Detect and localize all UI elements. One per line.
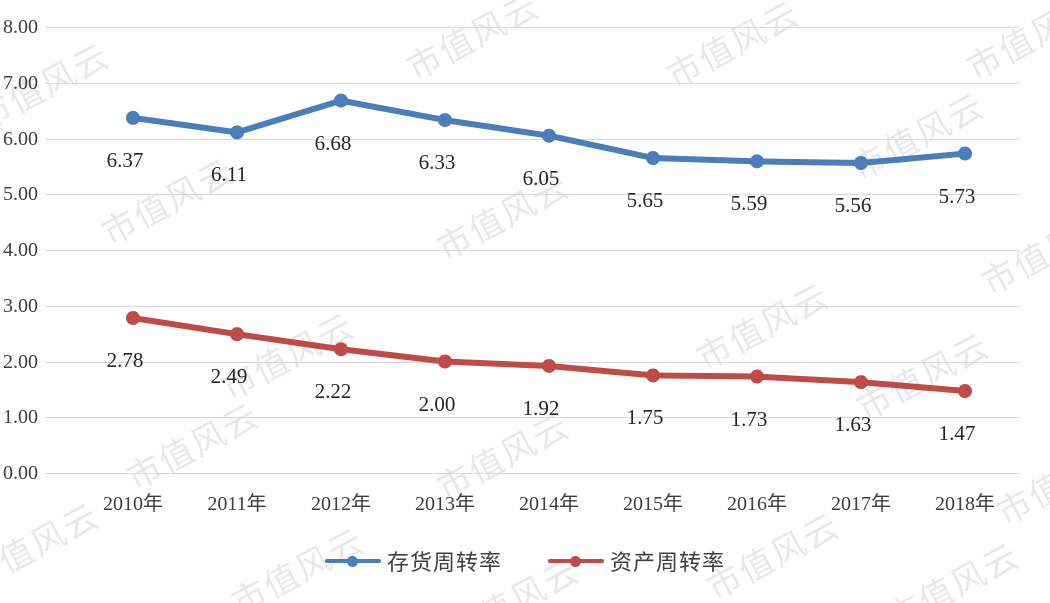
x-axis-tick-label: 2016年 [727, 493, 787, 515]
gridline [45, 417, 1020, 419]
y-axis-tick-label: 3.00 [3, 294, 38, 317]
x-axis-tick-label: 2011年 [207, 493, 267, 515]
data-point-label: 1.75 [626, 405, 664, 430]
data-point-label: 6.68 [314, 130, 352, 155]
x-axis-tick-label: 2010年 [103, 493, 163, 515]
data-point-label: 2.22 [314, 379, 352, 404]
data-point-label: 2.00 [418, 391, 456, 416]
x-axis-tick-label: 2015年 [623, 493, 683, 515]
gridline [45, 305, 1020, 307]
legend-label: 资产周转率 [610, 550, 726, 575]
x-axis-tick-label: 2017年 [831, 493, 891, 515]
data-point-label: 1.73 [730, 406, 768, 431]
gridline [45, 27, 1020, 28]
y-axis-tick-label: 4.00 [3, 239, 38, 261]
x-axis-tick-label: 2018年 [935, 493, 995, 515]
y-axis-tick-label: 5.00 [3, 183, 38, 206]
legend-item-2[interactable]: 资产周转率 [548, 545, 725, 577]
legend-item-1[interactable]: 存货周转率 [324, 545, 502, 577]
data-point-label: 6.33 [418, 150, 456, 175]
data-point-label: 1.47 [938, 421, 976, 446]
gridline [45, 250, 1020, 251]
data-point-label: 6.05 [522, 165, 560, 190]
data-point-label: 2.78 [106, 348, 144, 372]
data-point-label: 2.49 [210, 364, 248, 389]
legend-marker-icon [548, 553, 604, 569]
gridline [45, 194, 1020, 196]
legend-label: 存货周转率 [386, 550, 502, 575]
y-axis-tick-label: 0.00 [3, 462, 38, 484]
y-axis-tick-label: 6.00 [3, 127, 38, 150]
chart-legend: 存货周转率 资产周转率 [0, 545, 1050, 577]
data-point-label: 6.37 [106, 147, 144, 172]
data-point-label: 5.65 [626, 188, 664, 212]
y-axis-tick-label: 8.00 [3, 16, 38, 38]
y-axis-tick-label: 2.00 [3, 350, 38, 373]
data-point-label: 5.56 [834, 193, 872, 218]
y-axis-tick-label: 7.00 [3, 71, 38, 94]
y-axis-tick-label: 1.00 [3, 406, 38, 429]
data-point-label: 5.59 [730, 191, 768, 216]
gridline [45, 473, 1020, 474]
gridline [45, 82, 1020, 84]
data-point-label: 1.63 [834, 412, 872, 437]
x-axis-tick-label: 2013年 [415, 493, 475, 515]
data-point-label: 5.73 [938, 183, 976, 208]
x-axis-tick-label: 2014年 [519, 493, 579, 515]
data-point-label: 1.92 [522, 395, 560, 420]
x-axis-tick-label: 2012年 [311, 493, 371, 515]
data-point-label: 6.11 [211, 162, 247, 187]
legend-marker-icon [324, 553, 381, 569]
